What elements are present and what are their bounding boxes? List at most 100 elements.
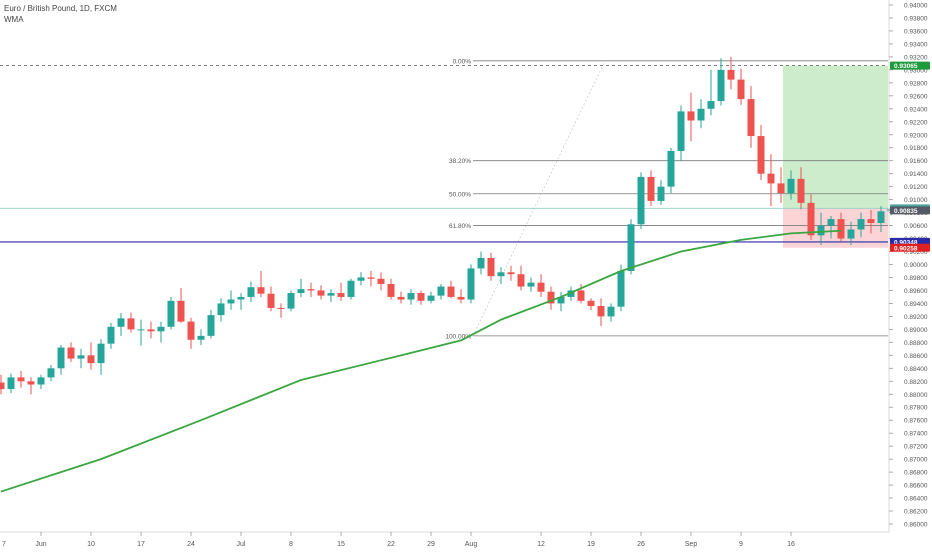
candle-body — [217, 303, 225, 316]
candle-body — [147, 329, 155, 332]
fibonacci-retracement: 0.00% 38.20% 50.00% 61.80% 100.00% — [445, 58, 888, 340]
time-tick-label: 8 — [289, 541, 293, 548]
price-tick-label: 0.88600 — [904, 353, 928, 360]
price-tick-label: 0.93200 — [904, 54, 928, 61]
time-tick-label: 15 — [337, 541, 345, 548]
candle-body — [567, 290, 575, 297]
candle-body — [767, 173, 775, 184]
candle-body — [427, 295, 435, 301]
candle-body — [267, 293, 275, 308]
candle-body — [237, 296, 245, 300]
candle-body — [187, 321, 195, 340]
price-badge-label: 0.90348 — [894, 239, 918, 246]
candle-body — [837, 219, 845, 239]
candle-body — [357, 277, 365, 281]
candle-body — [67, 347, 75, 359]
time-tick-label: 7 — [2, 541, 6, 548]
candle-body — [527, 282, 535, 287]
candle-body — [687, 111, 695, 121]
candle-body — [677, 111, 685, 151]
time-axis: 7 Jun 10 17 24 Jul 8 15 22 29 Aug 12 19 26 Sep 9 16 — [0, 531, 889, 548]
candle-body — [617, 270, 625, 307]
price-tick-label: 0.92000 — [904, 132, 928, 139]
price-tick-label: 0.86000 — [904, 522, 928, 529]
price-tick-label: 0.86600 — [904, 483, 928, 490]
price-axis: 0.94000 0.93800 0.93600 0.93400 0.93200 0.930… — [888, 0, 928, 532]
price-tick-label: 0.88200 — [904, 379, 928, 386]
price-tick-label: 0.93600 — [904, 28, 928, 35]
candle-body — [377, 278, 385, 284]
candle-body — [297, 289, 305, 294]
candlesticks — [0, 56, 895, 395]
candle-body — [747, 99, 755, 137]
price-tick-label: 0.91800 — [904, 145, 928, 152]
candle-body — [517, 274, 525, 287]
candle-body — [777, 183, 785, 194]
price-tick-label: 0.86200 — [904, 509, 928, 516]
time-tick-label: Jul — [237, 541, 246, 548]
candle-body — [107, 326, 115, 344]
time-tick-label: Jun — [35, 541, 46, 548]
candle-body — [157, 326, 165, 332]
time-tick-label: 16 — [787, 541, 795, 548]
time-tick-label: Aug — [465, 541, 478, 548]
time-tick-label: 26 — [637, 541, 645, 548]
candle-body — [457, 296, 465, 300]
time-tick-label: 22 — [387, 541, 395, 548]
candle-body — [287, 293, 295, 309]
candle-body — [807, 202, 815, 236]
candle-body — [167, 300, 175, 327]
price-tick-label: 0.89600 — [904, 288, 928, 295]
candle-body — [477, 258, 485, 269]
price-tick-label: 0.92400 — [904, 106, 928, 113]
price-tick-label: 0.93000 — [904, 67, 928, 74]
price-tick-label: 0.93400 — [904, 41, 928, 48]
candle-body — [587, 300, 595, 307]
price-tick-label: 0.90000 — [904, 262, 928, 269]
candle-body — [737, 79, 745, 100]
price-badge-label: 0.90835 — [894, 208, 918, 215]
candle-body — [127, 318, 135, 330]
candle-body — [367, 277, 375, 279]
candle-body — [797, 178, 805, 203]
price-tick-label: 0.92800 — [904, 80, 928, 87]
candle-body — [57, 347, 65, 369]
candle-body — [667, 150, 675, 187]
candle-body — [247, 287, 255, 297]
wma-series-line — [0, 229, 842, 493]
candle-body — [597, 306, 605, 317]
candle-body — [537, 282, 545, 292]
candle-body — [117, 318, 125, 327]
candle-body — [87, 355, 95, 364]
fib-level-label: 38.20% — [449, 158, 471, 165]
time-tick-label: 17 — [137, 541, 145, 548]
candle-body — [787, 178, 795, 194]
candle-body — [647, 176, 655, 201]
price-tick-label: 0.92600 — [904, 93, 928, 100]
fib-level-label: 0.00% — [453, 58, 472, 65]
candle-body — [547, 291, 555, 304]
candle-body — [307, 289, 315, 291]
price-tick-label: 0.90200 — [904, 249, 928, 256]
price-tick-label: 0.87200 — [904, 444, 928, 451]
price-tick-label: 0.94000 — [904, 3, 928, 10]
price-tick-label: 0.92200 — [904, 119, 928, 126]
price-tick-label: 0.87400 — [904, 431, 928, 438]
price-badge-label: 0.93065 — [894, 63, 918, 70]
candle-body — [227, 299, 235, 304]
candle-body — [497, 272, 505, 277]
candle-body — [697, 108, 705, 121]
chart-title: Euro / British Pound, 1D, FXCM — [4, 4, 117, 13]
candle-body — [857, 219, 865, 230]
price-tick-label: 0.87800 — [904, 405, 928, 412]
price-tick-label: 0.89000 — [904, 327, 928, 334]
price-tick-label: 0.86400 — [904, 496, 928, 503]
price-tick-label: 0.89200 — [904, 314, 928, 321]
candle-body — [0, 382, 5, 390]
price-tick-label: 0.91600 — [904, 158, 928, 165]
candle-body — [37, 377, 45, 385]
price-tick-label: 0.88400 — [904, 366, 928, 373]
